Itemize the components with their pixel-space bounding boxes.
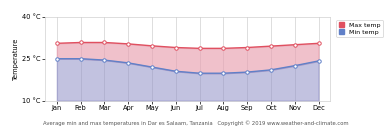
Y-axis label: Temperature: Temperature [13, 38, 20, 80]
Text: Average min and max temperatures in Dar es Salaam, Tanzania   Copyright © 2019 w: Average min and max temperatures in Dar … [43, 121, 348, 126]
Legend: Max temp, Min temp: Max temp, Min temp [336, 20, 383, 37]
